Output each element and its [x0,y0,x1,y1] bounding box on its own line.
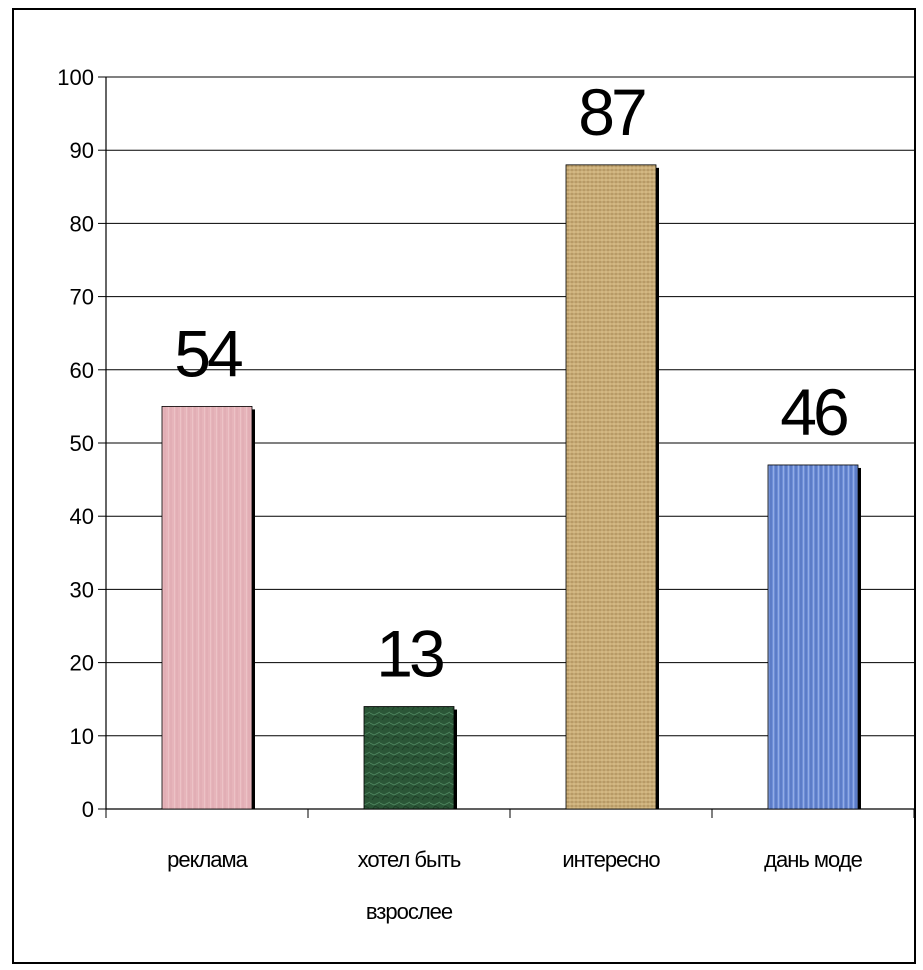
data-label: 46 [780,375,847,449]
bar-1 [161,405,253,810]
y-tick-label: 80 [70,211,94,236]
bar-2 [363,706,455,810]
y-tick-label: 20 [70,651,94,676]
y-tick-label: 10 [70,724,94,749]
y-tick-label: 30 [70,577,94,602]
y-tick-label: 100 [57,65,94,90]
y-tick-label: 0 [82,797,94,822]
bar-3 [565,164,657,810]
y-tick-label: 90 [70,138,94,163]
category-label: хотел быть [358,847,461,872]
data-label: 87 [578,75,645,149]
y-tick-label: 70 [70,285,94,310]
category-label: интересно [562,847,660,872]
labels: 0 10 20 30 40 50 60 70 80 90 100 54 реклама 13 хотел б… [57,65,863,924]
category-label: взрослее [366,899,453,924]
y-tick-label: 50 [70,431,94,456]
data-label: 13 [376,617,443,691]
bar-4 [767,464,859,810]
y-tick-label: 60 [70,358,94,383]
category-label: дань моде [764,847,863,872]
data-label: 54 [174,316,242,390]
bars [161,164,861,810]
y-tick-label: 40 [70,504,94,529]
category-label: реклама [167,847,249,872]
